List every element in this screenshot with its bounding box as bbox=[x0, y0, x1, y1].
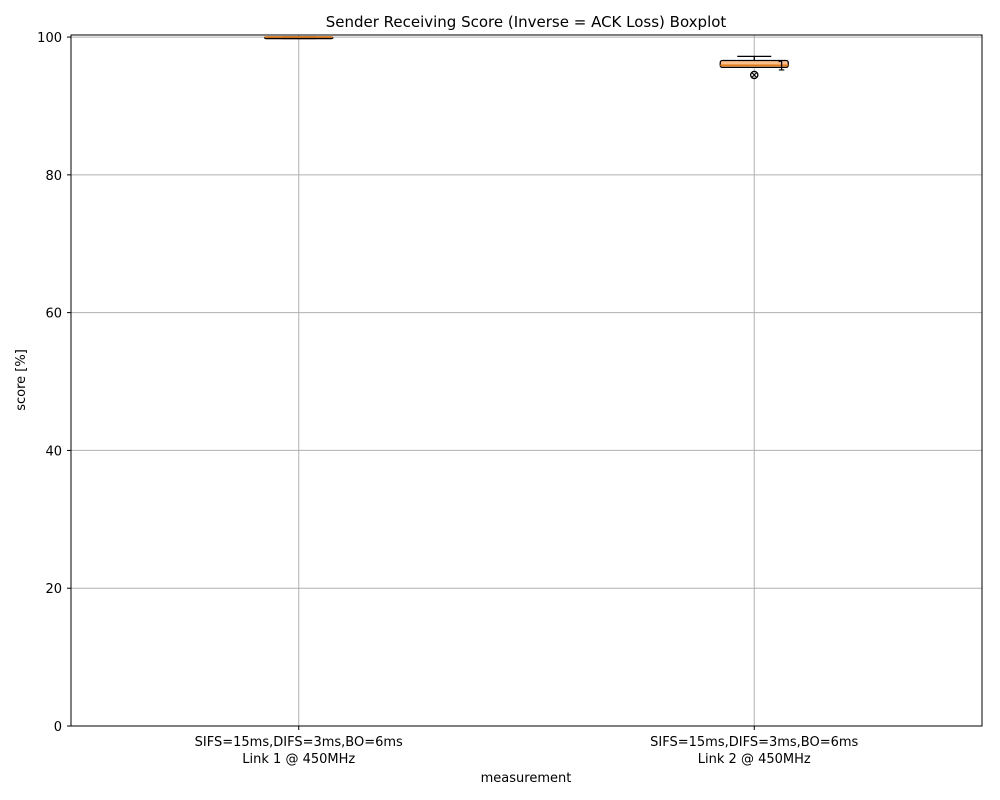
y-axis-label: score [%] bbox=[14, 349, 29, 411]
outlier-cross bbox=[751, 72, 758, 78]
y-tick-label: 100 bbox=[37, 31, 62, 46]
y-tick-label: 0 bbox=[54, 720, 62, 735]
outlier-count-label: 1 bbox=[777, 60, 785, 75]
y-tick-label: 60 bbox=[45, 307, 62, 322]
plot-area-frame bbox=[70, 34, 983, 727]
x-tick-label: Link 1 @ 450MHz bbox=[242, 752, 355, 767]
x-tick-label: SIFS=15ms,DIFS=3ms,BO=6ms bbox=[650, 735, 858, 750]
chart-title: Sender Receiving Score (Inverse = ACK Lo… bbox=[326, 13, 727, 31]
outlier-circle bbox=[750, 70, 759, 80]
box-1 bbox=[264, 36, 334, 40]
y-tick-label: 40 bbox=[45, 444, 62, 459]
x-axis-label: measurement bbox=[481, 771, 572, 786]
grid-lines bbox=[71, 35, 982, 726]
x-tick-label: Link 2 @ 450MHz bbox=[698, 752, 811, 767]
y-tick-label: 80 bbox=[45, 169, 62, 184]
outlier-marker bbox=[750, 70, 759, 80]
boxes: 1 bbox=[264, 36, 789, 80]
y-tick-label: 20 bbox=[45, 582, 62, 597]
axis-ticks: 0 20 40 60 80 100 SIFS=15ms,DIFS=3ms,BO=6ms Lin… bbox=[37, 31, 858, 767]
box-2: 1 bbox=[719, 55, 789, 80]
x-tick-label: SIFS=15ms,DIFS=3ms,BO=6ms bbox=[195, 735, 403, 750]
